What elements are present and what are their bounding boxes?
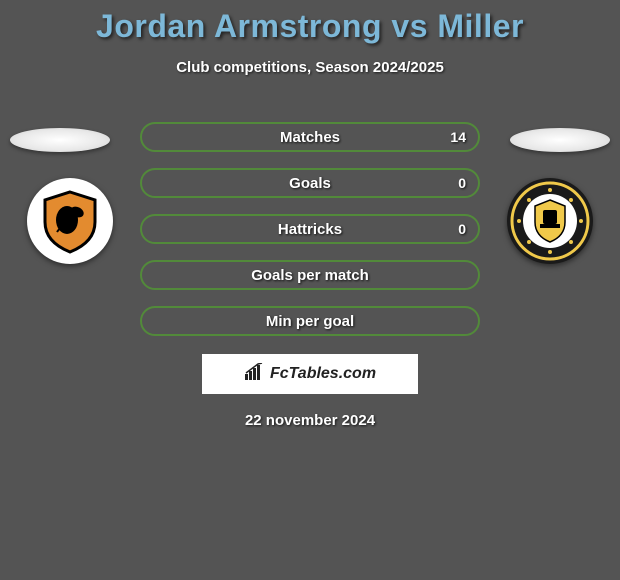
brand-wrap: FcTables.com 22 november 2024 [0, 354, 620, 429]
stat-right: 14 [450, 129, 466, 145]
stat-right: 0 [458, 221, 466, 237]
brand-box[interactable]: FcTables.com [202, 354, 418, 394]
stat-row-hattricks: Hattricks 0 [140, 214, 480, 244]
player-photo-right [510, 128, 610, 152]
bar-chart-icon [244, 363, 266, 386]
dumbarton-badge-icon [507, 178, 593, 264]
club-badge-left [20, 178, 120, 264]
player-photo-left [10, 128, 110, 152]
stat-label: Matches [280, 129, 340, 146]
stat-row-goals: Goals 0 [140, 168, 480, 198]
stat-rows: Matches 14 Goals 0 Hattricks 0 Goals per… [140, 122, 480, 352]
club-badge-right [500, 178, 600, 264]
stat-label: Goals per match [251, 267, 369, 284]
alloa-shield-icon [35, 186, 105, 256]
stat-label: Hattricks [278, 221, 342, 238]
stat-row-min-per-goal: Min per goal [140, 306, 480, 336]
subtitle: Club competitions, Season 2024/2025 [0, 59, 620, 76]
stat-label: Min per goal [266, 313, 354, 330]
brand-text: FcTables.com [270, 365, 376, 383]
stat-label: Goals [289, 175, 331, 192]
stat-right: 0 [458, 175, 466, 191]
date-text: 22 november 2024 [0, 412, 620, 429]
stat-row-matches: Matches 14 [140, 122, 480, 152]
page-title: Jordan Armstrong vs Miller [0, 0, 620, 45]
stat-row-goals-per-match: Goals per match [140, 260, 480, 290]
